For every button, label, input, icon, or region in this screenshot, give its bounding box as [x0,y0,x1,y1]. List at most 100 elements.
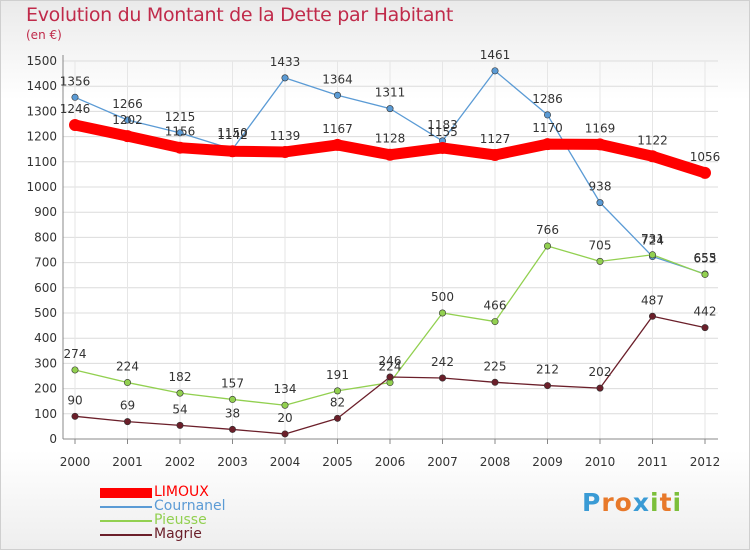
data-label: 442 [694,305,717,319]
data-point [386,373,394,381]
data-label: 69 [120,399,135,413]
data-label: 1128 [375,132,406,146]
chart-subtitle: (en €) [26,28,62,42]
logo-letter: i [650,488,660,517]
data-point [438,374,446,382]
data-label: 653 [694,251,717,265]
data-point [333,387,341,395]
data-point [331,138,344,151]
chart-title: Evolution du Montant de la Dette par Hab… [26,4,454,26]
data-point [436,141,449,154]
y-tick-label: 800 [34,230,57,244]
data-label: 38 [225,406,240,420]
logo-letter: r [601,488,615,517]
data-point [438,309,446,317]
proxiti-logo: Proxiti [582,488,682,517]
y-tick-label: 1300 [26,104,57,118]
data-point [594,138,606,151]
data-label: 1150 [217,126,248,140]
data-point [543,382,551,390]
x-tick-label: 2008 [480,455,511,469]
data-label: 1266 [112,97,143,111]
data-label: 1127 [480,132,511,146]
data-point [176,129,184,137]
x-tick-label: 2010 [585,455,616,469]
logo-letter: i [672,488,683,517]
data-point [69,119,81,132]
x-tick-label: 2004 [270,455,301,469]
data-point [701,270,709,278]
logo-letter: o [614,488,633,517]
data-point [491,378,499,386]
data-point [648,312,656,320]
data-point [71,93,79,101]
legend-label: Cournanel [154,498,226,514]
data-label: 1167 [322,122,353,136]
x-tick-label: 2007 [427,455,458,469]
data-label: 655 [694,251,717,265]
legend-label: Magrie [154,526,202,542]
data-point [491,67,499,75]
data-label: 1246 [60,102,91,116]
data-point [71,366,79,374]
data-label: 90 [67,393,82,407]
data-point [124,418,132,426]
data-label: 274 [64,347,87,361]
y-tick-label: 0 [49,432,57,446]
x-tick-label: 2009 [532,455,563,469]
data-point [333,91,341,99]
data-label: 1139 [270,129,301,143]
data-point [646,150,659,163]
data-label: 731 [641,232,664,246]
y-tick-label: 1100 [26,155,57,169]
data-label: 1142 [217,128,248,142]
data-label: 246 [379,354,402,368]
legend-swatch [100,534,152,536]
data-point [174,141,186,154]
data-label: 1364 [322,72,353,86]
data-label: 82 [330,395,345,409]
data-label: 938 [589,180,612,194]
data-point [176,389,184,397]
data-point [384,148,396,161]
data-label: 1215 [165,110,196,124]
data-label: 1170 [532,121,563,135]
x-tick-label: 2012 [690,455,721,469]
data-point [71,412,79,420]
y-tick-label: 1200 [26,130,57,144]
y-tick-label: 100 [34,407,57,421]
data-point [699,166,711,179]
data-point [543,242,551,250]
data-point [226,145,239,158]
legend-swatch [100,506,152,508]
data-label: 242 [431,355,454,369]
data-label: 1122 [637,133,668,147]
y-tick-label: 700 [34,256,57,270]
y-tick-label: 900 [34,205,57,219]
legend-swatch [100,520,152,522]
data-label: 157 [221,376,244,390]
data-point [176,421,184,429]
data-label: 1311 [375,86,406,100]
x-tick-label: 2003 [217,455,248,469]
data-label: 1156 [165,125,196,139]
y-tick-label: 600 [34,281,57,295]
data-point [229,395,237,403]
data-point [333,414,341,422]
legend-swatch [100,488,152,498]
y-tick-label: 500 [34,306,57,320]
y-tick-label: 200 [34,382,57,396]
data-label: 705 [589,238,612,252]
x-tick-label: 2005 [322,455,353,469]
data-point [596,199,604,207]
data-point [281,430,289,438]
data-label: 20 [277,411,292,425]
data-point [596,384,604,392]
data-label: 1433 [270,55,301,69]
data-point [124,379,132,387]
data-label: 1461 [480,48,511,62]
data-point [229,425,237,433]
y-tick-label: 300 [34,356,57,370]
data-point [648,251,656,259]
data-point [541,138,554,151]
